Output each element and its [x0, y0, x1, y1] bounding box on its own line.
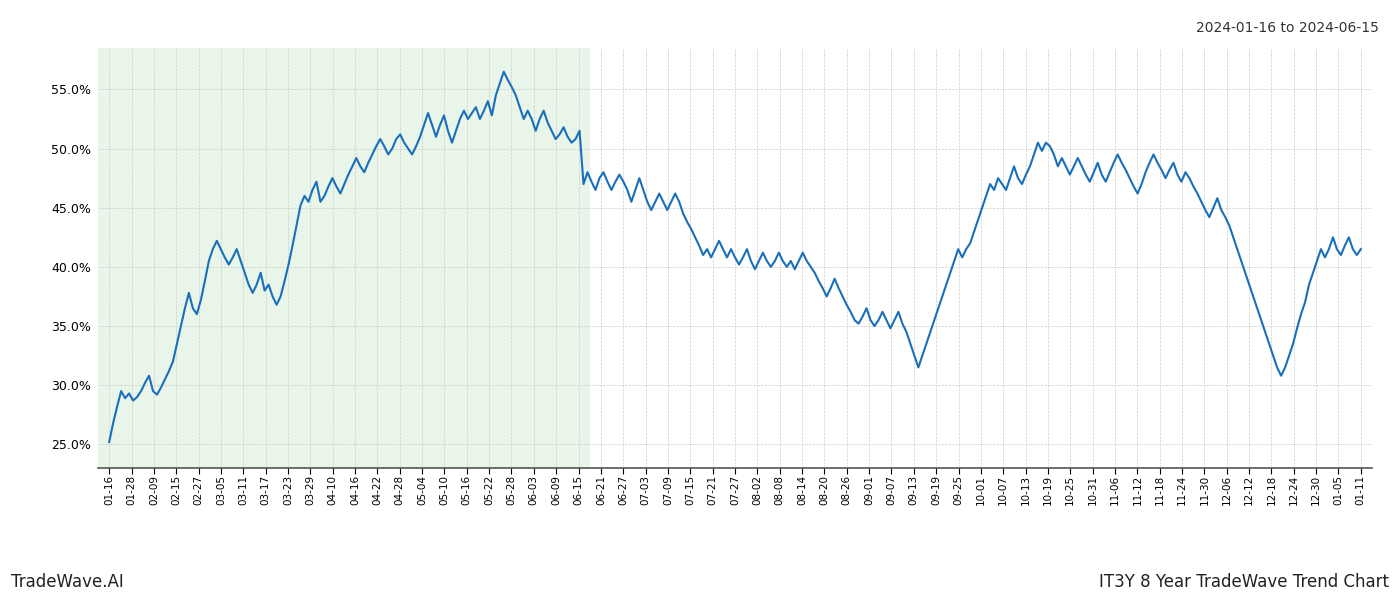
- Text: IT3Y 8 Year TradeWave Trend Chart: IT3Y 8 Year TradeWave Trend Chart: [1099, 573, 1389, 591]
- Bar: [98, 48, 589, 468]
- Text: TradeWave.AI: TradeWave.AI: [11, 573, 125, 591]
- Text: 2024-01-16 to 2024-06-15: 2024-01-16 to 2024-06-15: [1196, 21, 1379, 35]
